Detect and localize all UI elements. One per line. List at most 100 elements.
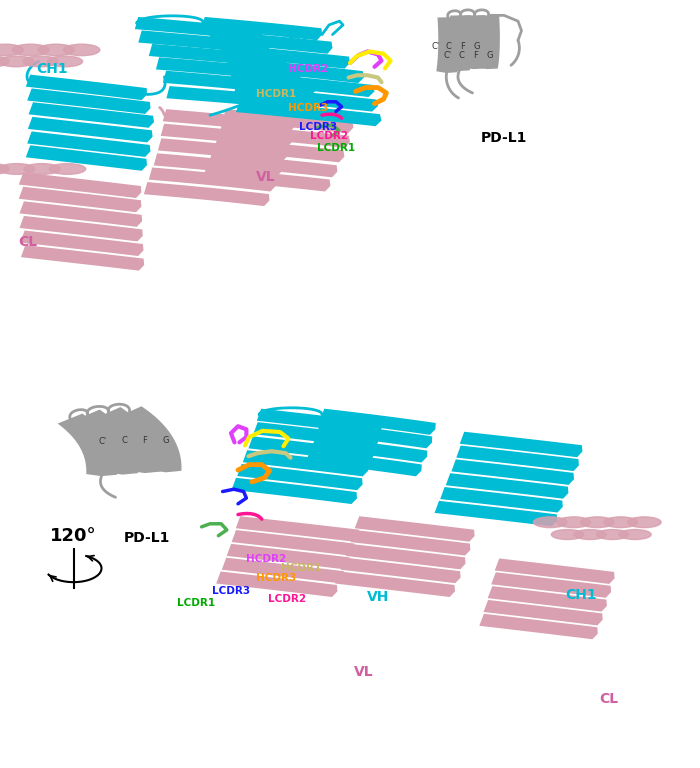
Polygon shape <box>144 182 270 206</box>
Polygon shape <box>76 409 138 475</box>
Polygon shape <box>27 88 150 114</box>
Polygon shape <box>480 614 598 639</box>
Polygon shape <box>346 544 466 569</box>
Text: LCDR2: LCDR2 <box>268 594 306 604</box>
Polygon shape <box>463 15 486 69</box>
Polygon shape <box>163 109 294 133</box>
Polygon shape <box>216 571 337 597</box>
Polygon shape <box>20 230 144 256</box>
Polygon shape <box>436 17 459 73</box>
Polygon shape <box>306 450 421 476</box>
Polygon shape <box>253 422 378 449</box>
Text: HCDR1: HCDR1 <box>256 89 297 99</box>
Text: LCDR2: LCDR2 <box>310 131 348 141</box>
Polygon shape <box>440 487 563 512</box>
Polygon shape <box>20 201 142 227</box>
Polygon shape <box>19 173 141 198</box>
Text: CH1: CH1 <box>565 588 597 602</box>
Polygon shape <box>236 516 360 541</box>
Ellipse shape <box>552 530 584 539</box>
Text: CL: CL <box>599 692 619 706</box>
Ellipse shape <box>580 517 614 528</box>
Polygon shape <box>477 15 500 69</box>
Text: G: G <box>473 41 480 51</box>
Text: PD-L1: PD-L1 <box>481 131 527 145</box>
Polygon shape <box>154 154 281 177</box>
Polygon shape <box>237 464 363 490</box>
Text: HCDR1: HCDR1 <box>281 563 321 574</box>
Ellipse shape <box>604 517 638 528</box>
Text: F: F <box>473 51 477 60</box>
Polygon shape <box>351 530 470 555</box>
Polygon shape <box>227 544 350 569</box>
Text: VH: VH <box>286 29 309 44</box>
Polygon shape <box>57 413 117 476</box>
Polygon shape <box>223 109 354 133</box>
Polygon shape <box>149 167 276 191</box>
Polygon shape <box>335 571 455 597</box>
Polygon shape <box>229 71 374 97</box>
Polygon shape <box>163 71 315 97</box>
Polygon shape <box>26 145 147 170</box>
Polygon shape <box>118 406 181 472</box>
Polygon shape <box>139 31 270 54</box>
Polygon shape <box>488 586 607 611</box>
Ellipse shape <box>48 56 83 67</box>
Text: VL: VL <box>256 170 276 184</box>
Ellipse shape <box>24 164 60 174</box>
Polygon shape <box>495 558 615 584</box>
Polygon shape <box>222 558 344 583</box>
Ellipse shape <box>533 517 567 528</box>
Ellipse shape <box>0 56 34 67</box>
Polygon shape <box>452 459 574 485</box>
Ellipse shape <box>574 530 606 539</box>
Polygon shape <box>19 187 141 212</box>
Text: LCDR1: LCDR1 <box>177 598 215 608</box>
Ellipse shape <box>627 517 661 528</box>
Polygon shape <box>218 44 350 68</box>
Polygon shape <box>167 86 318 111</box>
Polygon shape <box>219 124 350 147</box>
Text: C: C <box>446 41 452 51</box>
Polygon shape <box>320 409 435 435</box>
Polygon shape <box>456 445 579 471</box>
Ellipse shape <box>0 164 35 174</box>
Ellipse shape <box>0 44 23 56</box>
Text: HCDR3: HCDR3 <box>256 573 297 583</box>
Polygon shape <box>202 17 322 40</box>
Text: HCDR2: HCDR2 <box>246 554 286 564</box>
Ellipse shape <box>23 56 58 67</box>
Polygon shape <box>26 74 147 100</box>
Text: LCDR3: LCDR3 <box>300 121 337 132</box>
Polygon shape <box>449 15 472 71</box>
Ellipse shape <box>13 44 49 56</box>
Polygon shape <box>232 85 378 111</box>
Polygon shape <box>312 436 427 462</box>
Text: PD-L1: PD-L1 <box>124 531 170 545</box>
Ellipse shape <box>38 44 74 56</box>
Text: LCDR1: LCDR1 <box>317 143 355 153</box>
Polygon shape <box>209 31 332 54</box>
Ellipse shape <box>596 530 629 539</box>
Polygon shape <box>20 216 143 241</box>
Ellipse shape <box>0 164 9 174</box>
Polygon shape <box>225 58 364 83</box>
Text: C: C <box>458 51 464 60</box>
Polygon shape <box>484 600 603 625</box>
Polygon shape <box>158 138 287 162</box>
Text: 120°: 120° <box>50 527 97 545</box>
Polygon shape <box>203 167 330 191</box>
Polygon shape <box>21 245 144 270</box>
Polygon shape <box>156 58 301 82</box>
Text: HCDR3: HCDR3 <box>288 102 328 113</box>
Polygon shape <box>135 17 262 40</box>
Polygon shape <box>435 501 557 526</box>
Polygon shape <box>248 436 373 462</box>
Text: C': C' <box>431 41 440 51</box>
Text: G: G <box>486 51 493 60</box>
Polygon shape <box>161 124 292 147</box>
Polygon shape <box>149 44 287 68</box>
Polygon shape <box>316 422 432 449</box>
Polygon shape <box>243 450 368 476</box>
Text: VL: VL <box>354 665 374 679</box>
